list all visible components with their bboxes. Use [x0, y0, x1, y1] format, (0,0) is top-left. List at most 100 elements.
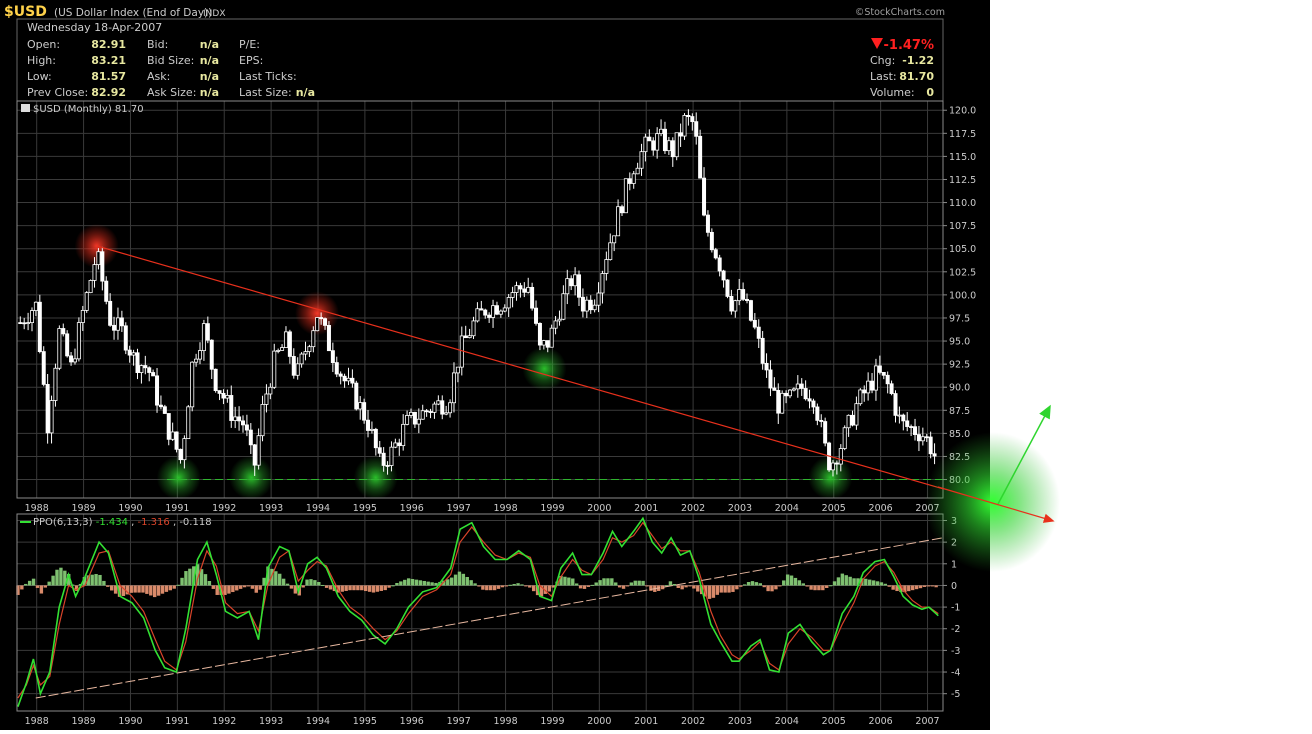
ppo-histogram-bar: [821, 585, 825, 591]
price-legend-icon: [21, 104, 30, 112]
ppo-x-tick-label: 2005: [822, 716, 846, 727]
candle-body: [151, 372, 156, 377]
candle-body: [139, 365, 144, 373]
candle-body: [115, 317, 120, 331]
ppo-histogram-bar: [387, 585, 391, 588]
ppo-histogram-bar: [110, 585, 114, 591]
signal-line: [17, 521, 939, 699]
ppo-histogram-bar: [684, 585, 688, 588]
ppo-x-tick-label: 2001: [634, 716, 658, 727]
candle-body: [791, 388, 796, 391]
candle-body: [733, 300, 738, 312]
ppo-histogram-bar: [375, 585, 380, 592]
ppo-histogram-bar: [82, 577, 87, 586]
ppo-histogram-bar: [461, 573, 466, 586]
ppo-histogram-bar: [672, 584, 677, 586]
ppo-histogram-bar: [778, 585, 782, 587]
ppo-x-tick-label: 1999: [540, 716, 564, 727]
candle-body: [389, 446, 394, 466]
price-grid: [17, 101, 943, 498]
ppo-histogram-bar: [410, 578, 415, 586]
candle-body: [784, 392, 789, 397]
candle-body: [303, 351, 308, 355]
price-trendlines: [96, 245, 944, 490]
candle-body: [299, 353, 304, 365]
ppo-x-tick-label: 1991: [165, 716, 189, 727]
ppo-histogram-bar: [762, 585, 766, 588]
ppo-histogram-bar: [637, 580, 641, 586]
ppo-histogram-bar: [207, 580, 212, 586]
ppo-histogram-bar: [864, 578, 868, 586]
candle-body: [616, 206, 621, 237]
price-x-tick-label: 1989: [71, 503, 95, 514]
ppo-histogram-bar: [227, 585, 231, 594]
ppo-histogram-bar: [59, 567, 63, 586]
candle-body: [123, 325, 128, 351]
prev-close-label: Prev Close:: [27, 86, 88, 99]
candle-body: [147, 367, 152, 373]
candle-body: [612, 235, 617, 244]
candle-body: [432, 403, 437, 413]
candle-body: [61, 328, 66, 335]
candle-body: [877, 365, 882, 373]
ppo-rising-trendline: [35, 537, 944, 699]
ppo-histogram-bar: [606, 578, 610, 586]
ppo-histogram-bar: [614, 582, 618, 586]
candle-body: [553, 320, 558, 329]
ppo-histogram-bar: [426, 581, 430, 586]
candle-body: [819, 419, 824, 422]
candle-body: [709, 231, 714, 251]
price-y-tick-label: 110.0: [949, 198, 976, 209]
price-x-tick-label: 1988: [25, 503, 49, 514]
price-y-tick-label: 115.0: [949, 152, 976, 163]
ppo-histogram-bar: [891, 585, 895, 590]
candle-body: [795, 383, 800, 390]
ppo-histogram-bar: [43, 585, 47, 588]
ppo-histogram-bar: [668, 581, 673, 586]
ppo-histogram-bar: [543, 585, 548, 594]
ppo-histogram-bar: [887, 585, 891, 587]
ppo-histogram-bar: [903, 585, 907, 593]
ppo-histogram-bar: [922, 585, 927, 587]
price-x-tick-label: 2001: [634, 503, 658, 514]
ppo-histogram-bar: [692, 585, 696, 589]
price-y-tick-label: 105.0: [949, 244, 976, 255]
candle-body: [748, 300, 753, 321]
ppo-legend: PPO(6,13,3) -1.434 , -1.316 , -0.118: [33, 517, 212, 528]
ppo-histogram-bar: [430, 582, 434, 586]
candle-body: [592, 304, 597, 311]
candle-body: [217, 390, 222, 394]
ppo-histogram-bar: [774, 585, 778, 590]
candle-body: [229, 395, 234, 421]
candle-body: [264, 393, 269, 405]
ppo-histogram-bar: [223, 585, 227, 595]
ppo-x-tick-label: 1993: [259, 716, 283, 727]
down-triangle-icon: [871, 38, 883, 49]
ppo-histogram-bar: [399, 581, 403, 586]
candle-body: [92, 264, 97, 281]
low-label: Low:: [27, 70, 52, 83]
ppo-histogram-bar: [649, 585, 653, 591]
ppo-histogram-bar: [125, 585, 130, 595]
candle-body: [830, 462, 835, 471]
candle-body: [741, 289, 746, 300]
ppo-panel-frame: [16, 513, 944, 712]
candle-body: [280, 347, 285, 351]
projection-annotation: [925, 404, 1060, 572]
ppo-histogram-bar: [832, 581, 837, 586]
candle-body: [698, 135, 703, 179]
candle-body: [545, 340, 550, 348]
candle-body: [502, 307, 507, 312]
candle-body: [811, 400, 816, 408]
candle-body: [772, 387, 777, 391]
ppo-histogram-bar: [90, 574, 94, 586]
candle-body: [850, 414, 855, 426]
ppo-histogram-bar: [457, 571, 462, 586]
price-x-tick-label: 2006: [869, 503, 893, 514]
price-y-tick-label: 97.5: [949, 313, 970, 324]
candle-body: [397, 442, 402, 447]
candle-body: [405, 415, 410, 425]
candle-body: [870, 380, 875, 391]
price-x-tick-label: 1993: [259, 503, 283, 514]
candle-body: [342, 375, 347, 382]
